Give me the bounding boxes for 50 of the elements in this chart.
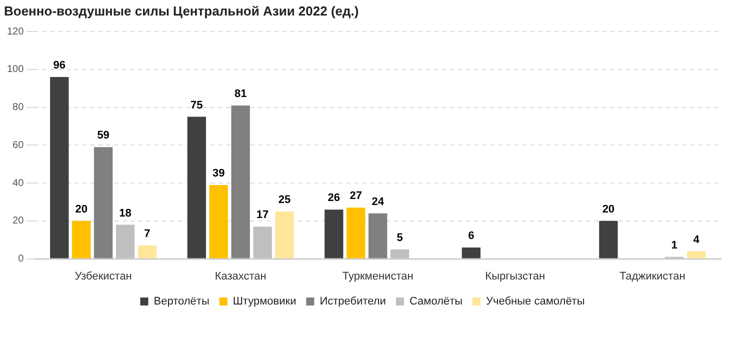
bar	[138, 246, 157, 258]
data-label: 81	[234, 88, 247, 100]
x-tick-label: Туркменистан	[342, 270, 414, 282]
bar	[275, 211, 294, 258]
data-label: 24	[372, 196, 385, 208]
data-label: 7	[144, 228, 150, 240]
legend-label: Самолёты	[409, 296, 463, 308]
data-label: 96	[53, 60, 66, 72]
legend-label: Штурмовики	[232, 296, 296, 308]
bar	[50, 77, 69, 258]
bar	[368, 213, 388, 258]
legend-label: Учебные самолёты	[486, 296, 585, 308]
y-tick-label: 60	[12, 140, 24, 151]
y-tick-label: 100	[6, 64, 24, 76]
data-label: 75	[190, 99, 203, 112]
data-label: 25	[278, 194, 291, 206]
data-label: 20	[602, 203, 615, 216]
legend-label: Истребители	[320, 296, 386, 308]
bar	[187, 116, 206, 258]
bar	[231, 105, 250, 258]
bar	[462, 247, 481, 258]
legend-label: Вертолёты	[154, 296, 210, 308]
x-tick-label: Узбекистан	[74, 270, 132, 282]
data-label: 1	[671, 239, 678, 252]
y-tick-label: 120	[6, 26, 24, 38]
bar	[346, 208, 366, 258]
x-tick-label: Таджикистан	[619, 270, 686, 282]
bar	[686, 251, 706, 258]
chart-title: Военно-воздушные силы Центральной Азии 2022 (ед.)	[4, 3, 359, 18]
data-label: 4	[693, 234, 700, 246]
bar	[94, 147, 113, 258]
data-label: 17	[256, 209, 269, 222]
bar	[599, 220, 618, 258]
y-tick-label: 40	[12, 178, 24, 189]
data-label: 20	[75, 203, 88, 216]
data-label: 59	[97, 130, 110, 142]
y-tick-label: 20	[12, 216, 24, 227]
bar	[209, 184, 228, 258]
data-label: 6	[468, 230, 474, 242]
bar	[324, 210, 344, 258]
y-tick-label: 0	[18, 254, 24, 265]
y-tick-label: 80	[12, 102, 24, 114]
bar	[72, 220, 91, 258]
x-tick-label: Казахстан	[214, 270, 266, 282]
x-tick-label: Кыргызстан	[485, 270, 546, 282]
data-label: 27	[350, 190, 362, 202]
data-label: 18	[119, 207, 132, 220]
data-label: 39	[212, 167, 225, 180]
data-label: 5	[396, 232, 403, 244]
data-label: 26	[328, 192, 340, 204]
